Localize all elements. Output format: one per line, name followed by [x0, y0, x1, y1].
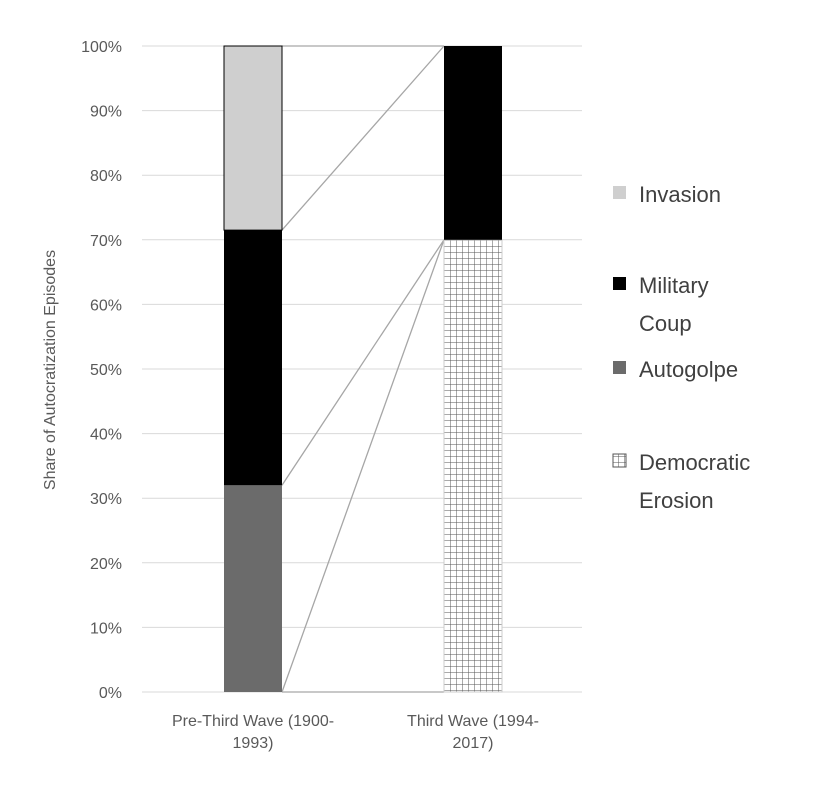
bars: [223, 45, 503, 693]
bar-segment-invasion: [223, 45, 283, 231]
bar-segment-democratic-erosion: [443, 239, 503, 693]
legend: Invasion Military Coup Autogolpe Democratic E…: [612, 182, 750, 513]
legend-label: Invasion: [639, 182, 721, 207]
legend-label: Democratic: [639, 450, 750, 475]
x-category-label: Third Wave (1994-: [407, 713, 539, 730]
gridlines: [142, 45, 582, 693]
x-category-label: 2017): [453, 735, 494, 752]
legend-label: Military: [639, 273, 709, 298]
legend-swatch: [613, 186, 626, 199]
y-tick-label: 100%: [81, 39, 122, 56]
bar-segment-military-coup: [224, 230, 282, 486]
y-tick-label: 0%: [99, 685, 122, 702]
y-tick-label: 40%: [90, 427, 122, 444]
legend-swatch: [612, 453, 627, 468]
legend-label: Autogolpe: [639, 357, 738, 382]
y-tick-label: 20%: [90, 556, 122, 573]
bar-segment-autogolpe: [224, 485, 282, 692]
series-connector-line: [281, 239, 445, 486]
legend-label: Coup: [639, 311, 692, 336]
series-lines: [281, 45, 445, 693]
bar-segment-military-coup: [444, 46, 502, 240]
series-connector-line: [281, 239, 445, 693]
legend-swatch: [613, 361, 626, 374]
legend-swatch: [613, 277, 626, 290]
y-tick-label: 50%: [90, 362, 122, 379]
y-axis-label: Share of Autocratization Episodes: [42, 250, 59, 490]
x-category-label: 1993): [233, 735, 274, 752]
y-tick-label: 30%: [90, 491, 122, 508]
x-category-label: Pre-Third Wave (1900-: [172, 713, 334, 730]
y-tick-label: 80%: [90, 168, 122, 185]
series-connector-line: [281, 45, 445, 231]
y-tick-label: 10%: [90, 620, 122, 637]
y-tick-label: 90%: [90, 104, 122, 121]
x-axis-category-labels: Pre-Third Wave (1900- 1993) Third Wave (19…: [172, 713, 539, 752]
y-axis-tick-labels: 0% 10% 20% 30% 40% 50% 60% 70% 80% 90% 100%: [81, 39, 122, 702]
y-tick-label: 70%: [90, 233, 122, 250]
legend-label: Erosion: [639, 488, 714, 513]
y-tick-label: 60%: [90, 297, 122, 314]
